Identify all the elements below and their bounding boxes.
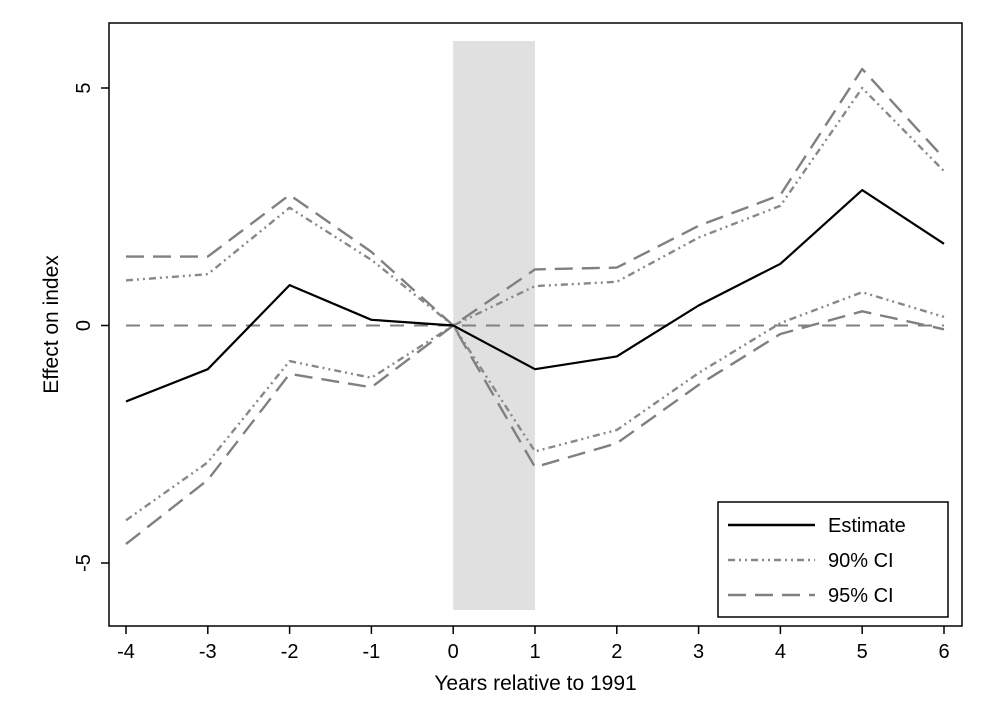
series-line-90-ci-lower <box>125 291 945 522</box>
x-tick-label: 0 <box>448 641 459 663</box>
series-line-estimate <box>125 189 945 403</box>
x-axis-title: Years relative to 1991 <box>434 672 636 695</box>
x-tick-label: 4 <box>775 641 786 663</box>
legend-label: 90% CI <box>828 550 894 572</box>
axes-layer: -4 -3 -2 -1 0 1 2 3 4 5 6 -5 0 5 <box>73 82 950 663</box>
series-line-95-ci-upper <box>126 67 945 327</box>
legend: Estimate 90% CI 95% CI <box>717 501 949 618</box>
x-tick-label: 2 <box>611 641 622 663</box>
series-line-95-ci-lower <box>125 310 945 545</box>
x-tick-label: -4 <box>117 641 135 663</box>
x-tick-label: 6 <box>938 641 949 663</box>
x-tick-label: 5 <box>857 641 868 663</box>
y-axis-title: Effect on index <box>40 255 63 394</box>
legend-label: 95% CI <box>828 585 894 607</box>
legend-label: Estimate <box>828 515 906 537</box>
y-tick-label: -5 <box>73 554 95 572</box>
x-tick-label: -1 <box>363 641 381 663</box>
y-tick-label: 5 <box>73 82 95 93</box>
x-tick-label: 3 <box>693 641 704 663</box>
y-tick-label: 0 <box>73 320 95 331</box>
x-tick-label: 1 <box>529 641 540 663</box>
x-tick-label: -3 <box>199 641 217 663</box>
series-layer <box>125 67 945 545</box>
x-tick-label: -2 <box>281 641 299 663</box>
